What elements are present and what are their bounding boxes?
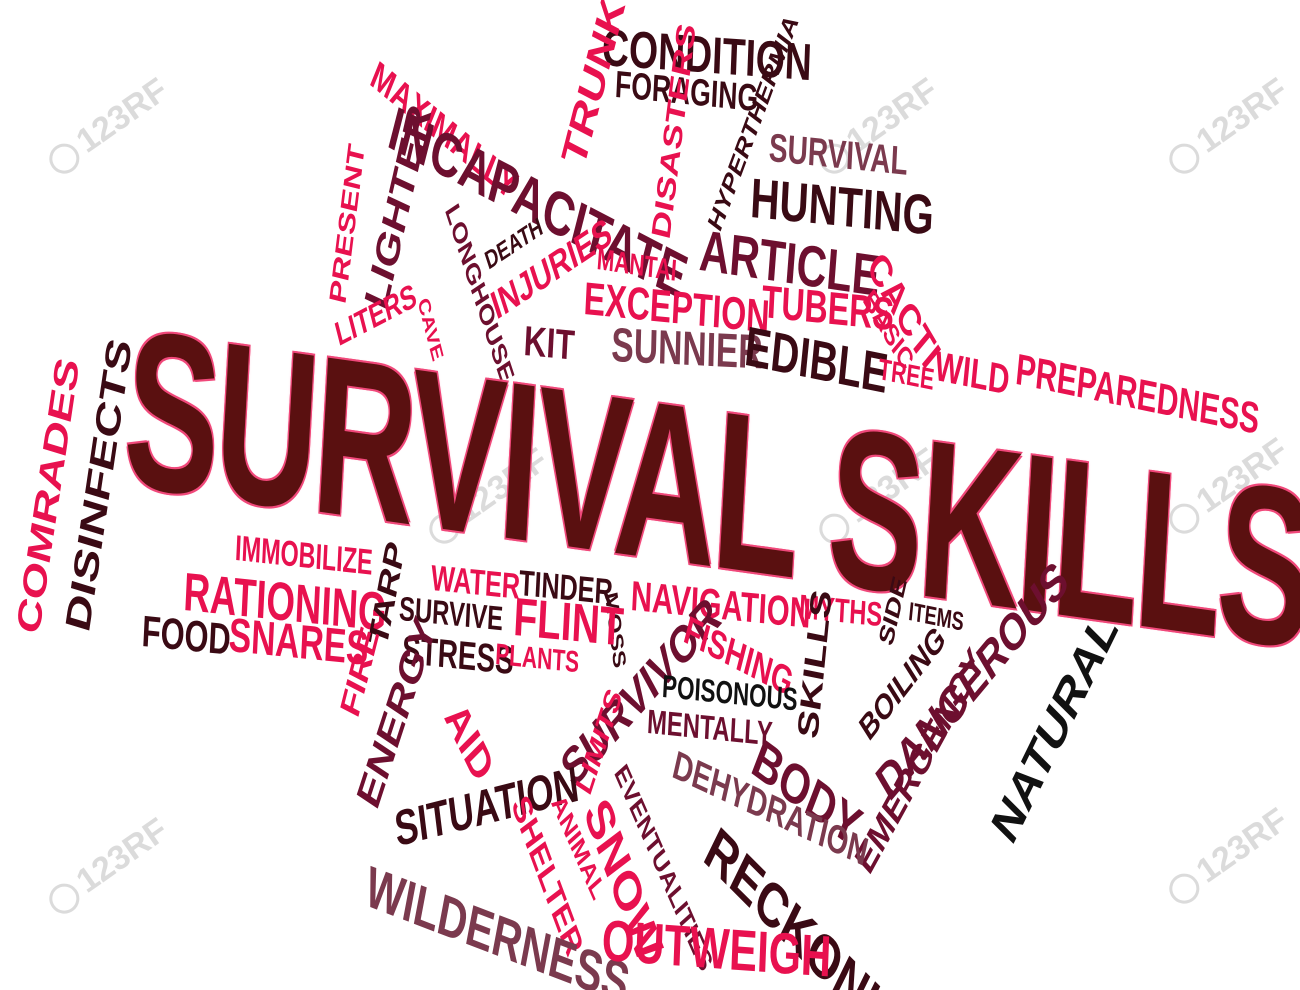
word-aid: AID: [437, 693, 501, 792]
word-outweigh: OUTWEIGH: [600, 908, 833, 990]
watermark-logo: 123RF: [1160, 801, 1295, 912]
watermark-logo: 123RF: [40, 811, 175, 922]
word-food: FOOD: [140, 607, 232, 665]
watermark-logo: 123RF: [40, 71, 175, 182]
watermark-logo: 123RF: [1160, 71, 1295, 182]
